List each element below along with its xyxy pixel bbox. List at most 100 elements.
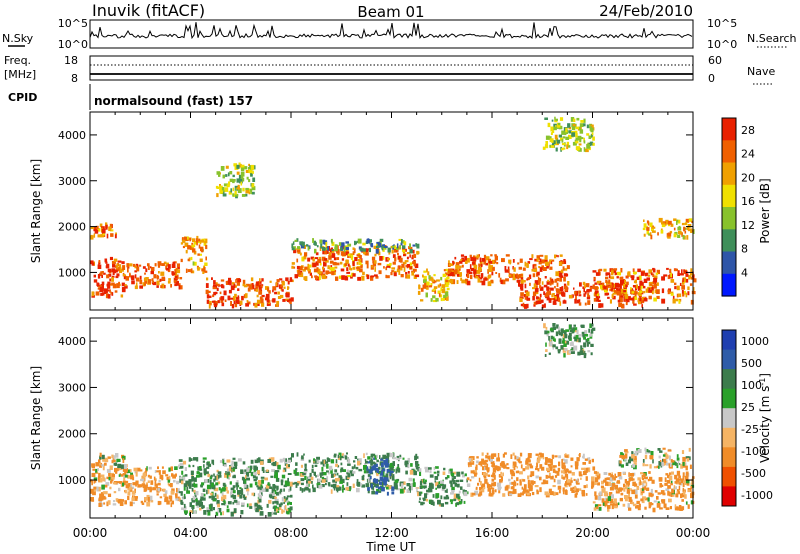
heatmap-cell (354, 257, 358, 262)
heatmap-cell (575, 492, 578, 495)
heatmap-cell (101, 228, 106, 234)
heatmap-cell (552, 344, 556, 348)
heatmap-cell (216, 171, 221, 175)
heatmap-cell (371, 490, 375, 495)
heatmap-cell (685, 471, 689, 476)
heatmap-cell (653, 283, 657, 289)
heatmap-cell (276, 303, 279, 307)
heatmap-cell (336, 488, 339, 493)
heatmap-cell (92, 491, 96, 496)
heatmap-cell (516, 483, 519, 486)
heatmap-cell (352, 251, 355, 255)
heatmap-cell (342, 469, 346, 472)
heatmap-cell (148, 466, 152, 470)
heatmap-cell (677, 460, 680, 466)
heatmap-cell (91, 291, 95, 297)
heatmap-cell (287, 500, 289, 506)
heatmap-cell (239, 178, 243, 184)
heatmap-cell (618, 283, 622, 288)
heatmap-cell (291, 243, 294, 249)
heatmap-cell (460, 499, 463, 503)
heatmap-cell (491, 259, 496, 265)
heatmap-cell (239, 300, 243, 305)
colorbar-segment (722, 251, 736, 275)
heatmap-cell (168, 495, 173, 500)
heatmap-cell (640, 498, 644, 502)
heatmap-cell (558, 485, 561, 490)
heatmap-cell (272, 286, 277, 291)
heatmap-cell (336, 249, 340, 254)
heatmap-cell (434, 476, 439, 480)
heatmap-cell (258, 287, 261, 293)
heatmap-cell (290, 494, 293, 498)
heatmap-cell (466, 483, 471, 487)
heatmap-cell (652, 273, 655, 277)
heatmap-cell (659, 450, 663, 453)
heatmap-cell (499, 479, 503, 483)
heatmap-cell (617, 271, 621, 276)
heatmap-cell (552, 491, 556, 496)
heatmap-cell (311, 275, 313, 279)
heatmap-cell (671, 494, 675, 497)
heatmap-cell (457, 472, 460, 477)
heatmap-cell (176, 274, 179, 279)
heatmap-cell (583, 147, 586, 152)
heatmap-cell (461, 264, 464, 268)
heatmap-cell (481, 258, 486, 262)
heatmap-cell (553, 478, 556, 483)
heatmap-cell (593, 471, 598, 474)
heatmap-cell (276, 474, 278, 480)
heatmap-cell (315, 257, 319, 260)
heatmap-cell (417, 290, 421, 295)
heatmap-cell (443, 269, 447, 272)
heatmap-cell (358, 255, 362, 258)
heatmap-cell (90, 488, 94, 493)
heatmap-cell (215, 482, 219, 486)
heatmap-cell (176, 269, 181, 274)
heatmap-cell (579, 453, 581, 458)
heatmap-cell (561, 148, 564, 151)
heatmap-cell (578, 471, 582, 476)
heatmap-cell (325, 270, 330, 275)
heatmap-cell (241, 492, 244, 495)
heatmap-cell (302, 268, 306, 272)
heatmap-cell (178, 491, 183, 494)
heatmap-cell (690, 299, 694, 305)
heatmap-cell (111, 275, 115, 278)
heatmap-cell (398, 238, 402, 241)
heatmap-cell (206, 507, 210, 511)
heatmap-cell (557, 255, 559, 258)
heatmap-cell (529, 465, 534, 469)
heatmap-cell (552, 130, 555, 133)
heatmap-cell (190, 256, 193, 261)
heatmap-cell (164, 490, 168, 494)
heatmap-cell (203, 469, 206, 475)
heatmap-cell (560, 345, 564, 350)
heatmap-cell (181, 507, 184, 510)
heatmap-cell (114, 462, 117, 466)
cpid-label: CPID (8, 91, 37, 104)
heatmap-cell (272, 289, 274, 293)
heatmap-cell (374, 483, 378, 488)
heatmap-cell (244, 166, 248, 170)
heatmap-cell (512, 452, 515, 456)
heatmap-cell (392, 261, 396, 265)
heatmap-cell (665, 473, 669, 476)
heatmap-cell (667, 289, 670, 295)
heatmap-cell (552, 465, 557, 468)
heatmap-cell (233, 474, 236, 478)
heatmap-cell (500, 279, 503, 284)
heatmap-cell (545, 474, 548, 479)
heatmap-cell (292, 482, 295, 485)
heatmap-cell (592, 270, 597, 273)
heatmap-cell (405, 272, 408, 275)
heatmap-cell (180, 491, 183, 496)
heatmap-cell (173, 479, 176, 483)
heatmap-cell (377, 483, 379, 488)
heatmap-cell (558, 292, 562, 295)
heatmap-cell (228, 466, 232, 472)
heatmap-cell (512, 461, 517, 466)
heatmap-cell (132, 502, 135, 505)
heatmap-cell (266, 503, 269, 508)
heatmap-cell (575, 126, 579, 130)
